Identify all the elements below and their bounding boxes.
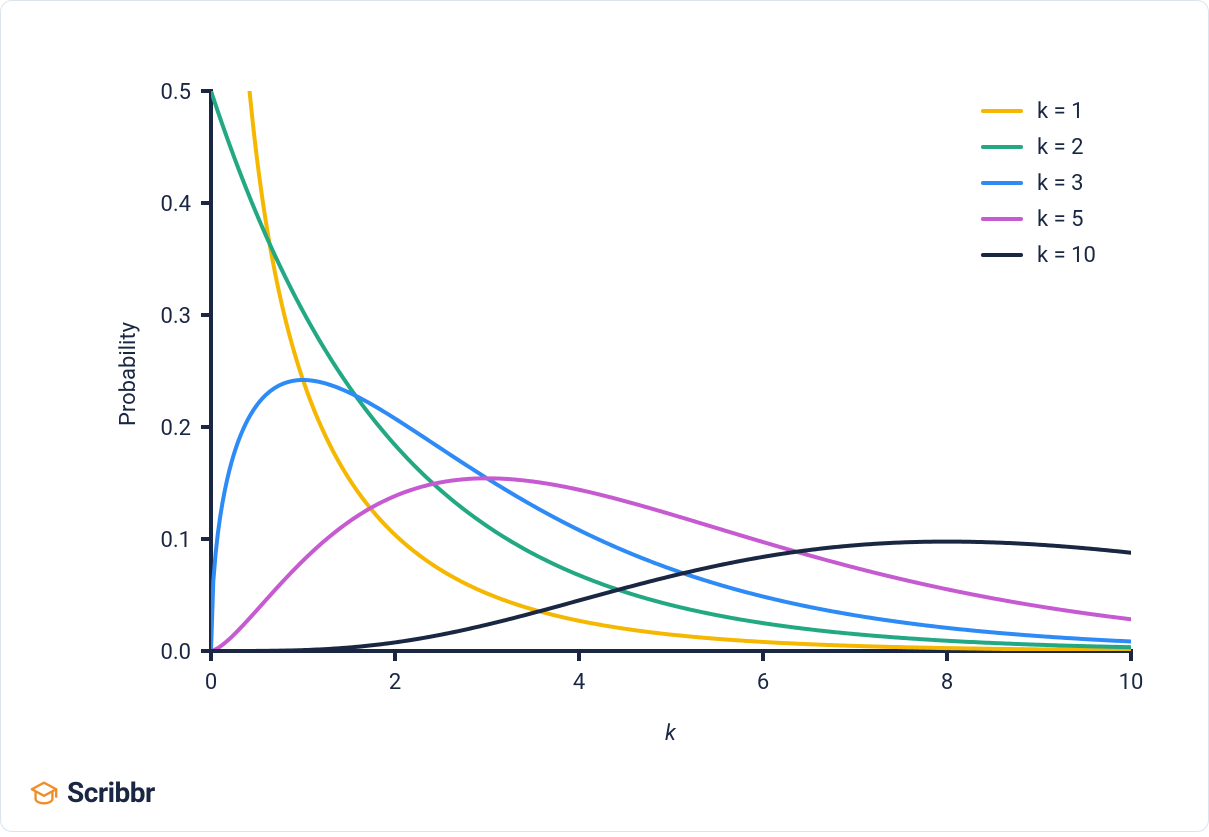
svg-text:10: 10 [1119, 670, 1144, 695]
svg-text:4: 4 [573, 670, 585, 695]
legend-item: k = 3 [981, 165, 1096, 201]
svg-text:0.0: 0.0 [160, 640, 191, 665]
legend-label: k = 1 [1037, 99, 1084, 124]
svg-text:6: 6 [757, 670, 769, 695]
legend-swatch [981, 109, 1023, 113]
svg-text:0.1: 0.1 [160, 528, 191, 553]
chart-card: 0 2 4 6 8 10 0.0 0.1 0.2 0.3 0.4 0.5 Probability k … [0, 0, 1209, 832]
legend-swatch [981, 253, 1023, 257]
y-axis-label: Probability [116, 322, 141, 426]
legend-label: k = 3 [1037, 171, 1084, 196]
legend-item: k = 10 [981, 237, 1096, 273]
legend: k = 1 k = 2 k = 3 k = 5 k = 10 [981, 93, 1096, 273]
svg-text:0.4: 0.4 [160, 192, 191, 217]
legend-label: k = 2 [1037, 135, 1084, 160]
legend-item: k = 2 [981, 129, 1096, 165]
legend-swatch [981, 217, 1023, 221]
legend-swatch [981, 145, 1023, 149]
svg-text:0.3: 0.3 [160, 304, 191, 329]
svg-text:0.2: 0.2 [160, 416, 191, 441]
legend-item: k = 5 [981, 201, 1096, 237]
chart-area: 0 2 4 6 8 10 0.0 0.1 0.2 0.3 0.4 0.5 Probability k … [1, 1, 1208, 831]
legend-swatch [981, 181, 1023, 185]
x-axis-label: k [665, 721, 676, 746]
brand-name: Scribbr [67, 776, 155, 809]
svg-text:8: 8 [941, 670, 953, 695]
legend-item: k = 1 [981, 93, 1096, 129]
svg-text:0: 0 [205, 670, 217, 695]
graduation-cap-icon [29, 778, 59, 808]
svg-text:0.5: 0.5 [160, 80, 191, 105]
legend-label: k = 10 [1037, 243, 1096, 268]
svg-text:2: 2 [389, 670, 401, 695]
brand-logo: Scribbr [29, 776, 155, 809]
legend-label: k = 5 [1037, 207, 1084, 232]
